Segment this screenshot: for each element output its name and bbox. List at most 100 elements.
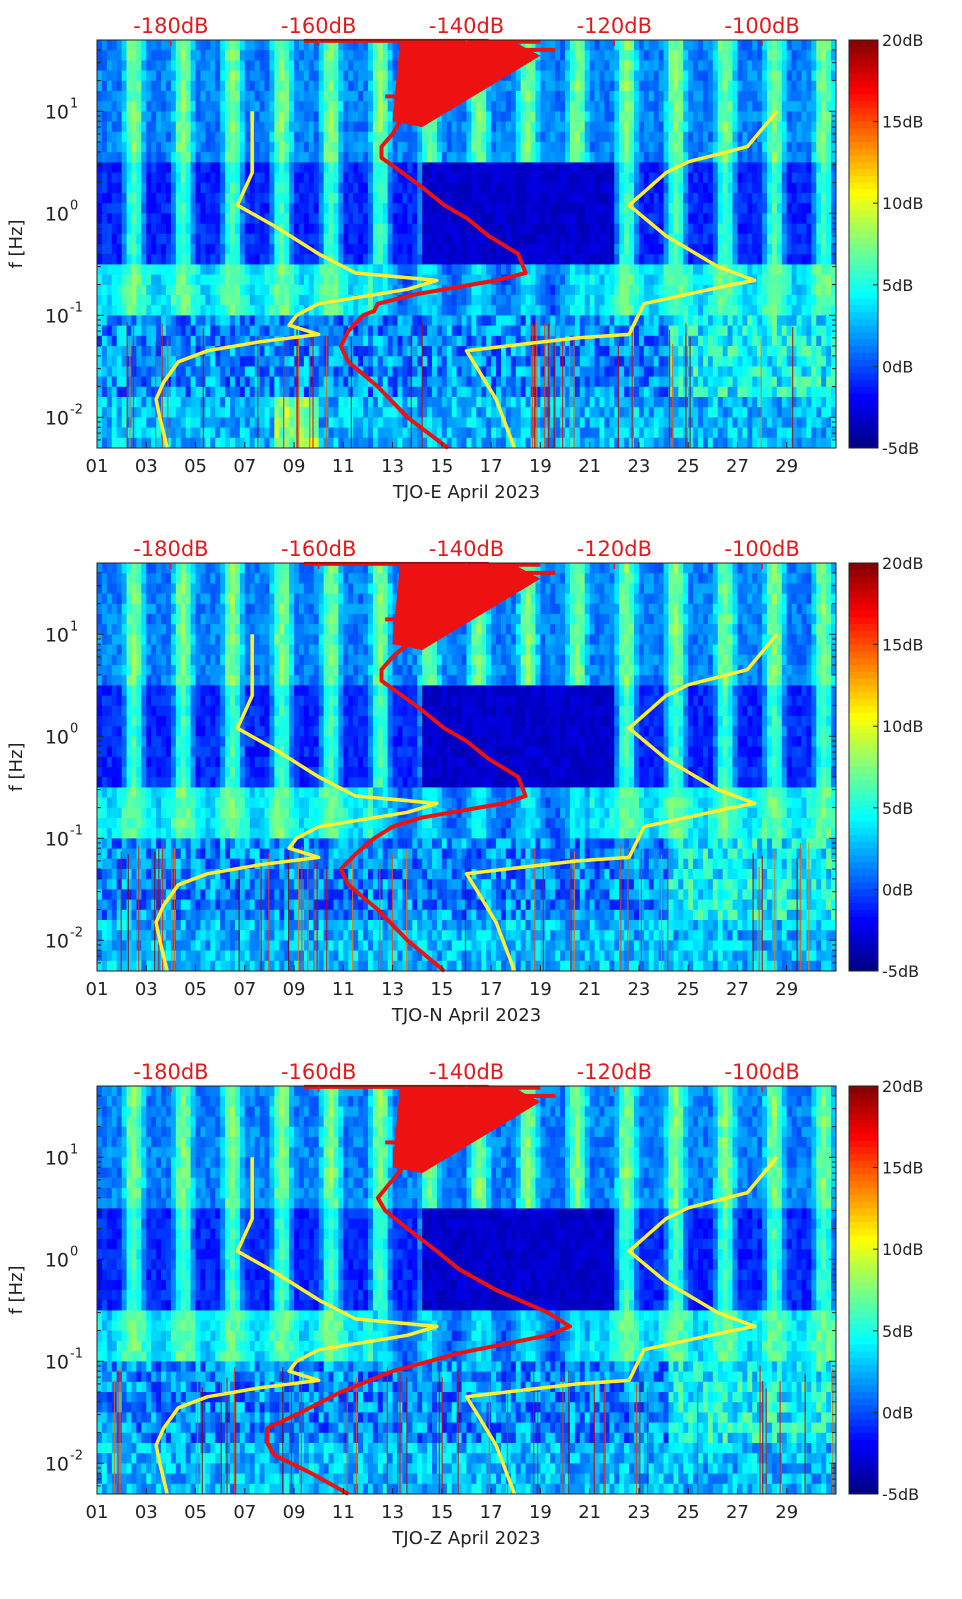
x-tick-label: 21 [578, 456, 601, 477]
x-tick-label: 09 [283, 979, 306, 1000]
x-tick-label: 05 [184, 1502, 207, 1523]
x-tick-label: 09 [283, 456, 306, 477]
x-tick-label: 19 [529, 456, 552, 477]
x-tick-label: 23 [627, 456, 650, 477]
colorbar-tick-label: 5dB [882, 799, 913, 818]
y-tick-label: 10 [45, 828, 69, 850]
colorbar-tick-label: 0dB [882, 1403, 913, 1422]
colorbar-frame [848, 39, 879, 449]
x-tick-label: 25 [677, 456, 700, 477]
x-tick-label: 23 [627, 1502, 650, 1523]
colorbar-tick-label: 10dB [882, 717, 924, 736]
x-tick-label: 05 [184, 979, 207, 1000]
top-db-tick-label: -160dB [281, 537, 356, 561]
y-tick-exponent: -2 [70, 925, 83, 940]
y-axis-label: f [Hz] [6, 1265, 27, 1314]
y-tick-label: 10 [45, 1453, 69, 1475]
y-tick-label: 10 [45, 407, 69, 429]
y-tick-label: 10 [45, 305, 69, 327]
colorbar-tick-label: 0dB [882, 880, 913, 899]
psd-percentile-curve [338, 38, 528, 450]
x-tick-label: 17 [480, 456, 503, 477]
spectrogram-image [97, 1086, 837, 1495]
colorbar-tick-label: 5dB [882, 1322, 913, 1341]
y-tick-exponent: -2 [70, 1448, 83, 1463]
colorbar-tick-label: 0dB [882, 357, 913, 376]
y-axis-label: f [Hz] [6, 742, 27, 791]
top-db-tick-label: -140dB [429, 537, 504, 561]
top-db-tick-label: -180dB [133, 14, 208, 38]
x-tick-label: 29 [775, 1502, 798, 1523]
y-tick-label: 10 [45, 1351, 69, 1373]
x-tick-label: 09 [283, 1502, 306, 1523]
colorbar: 20dB 15dB 10dB 5dB 0dB -5dB [848, 554, 924, 981]
high-noise-model-curve [464, 110, 779, 449]
x-tick-label: 19 [529, 1502, 552, 1523]
x-tick-label: 15 [430, 979, 453, 1000]
top-db-tick-label: -100dB [724, 1060, 799, 1084]
x-tick-label: 15 [430, 456, 453, 477]
x-tick-label: 03 [135, 979, 158, 1000]
y-tick-label: 10 [45, 1147, 69, 1169]
y-axis-label: f [Hz] [6, 219, 27, 268]
y-tick-label: 10 [45, 101, 69, 123]
psd-high-frequency-spikes [303, 38, 556, 128]
y-tick-exponent: -1 [70, 300, 83, 315]
colorbar-tick-label: -5dB [882, 1485, 919, 1504]
x-tick-label: 05 [184, 456, 207, 477]
x-tick-label: 27 [726, 979, 749, 1000]
colorbar-tick-label: 15dB [882, 113, 924, 132]
colorbar-tick-label: 10dB [882, 194, 924, 213]
x-tick-label: 17 [480, 1502, 503, 1523]
y-tick-label: 10 [45, 930, 69, 952]
colorbar-tick-label: -5dB [882, 439, 919, 458]
x-tick-label: 27 [726, 456, 749, 477]
x-tick-label: 29 [775, 979, 798, 1000]
colorbar-tick-label: 20dB [882, 554, 924, 573]
top-db-tick-label: -120dB [577, 537, 652, 561]
y-tick-exponent: 0 [70, 721, 78, 736]
x-tick-label: 01 [86, 979, 109, 1000]
top-db-tick-label: -180dB [133, 537, 208, 561]
y-tick-exponent: 0 [70, 1244, 78, 1259]
psd-spike-fill [392, 563, 541, 651]
y-tick-exponent: 1 [70, 619, 78, 634]
y-tick-exponent: -2 [70, 402, 83, 417]
high-noise-model-curve [464, 633, 779, 972]
y-tick-label: 10 [45, 1249, 69, 1271]
psd-spike-fill [392, 40, 541, 128]
colorbar-frame [848, 562, 879, 972]
top-db-tick-label: -100dB [724, 14, 799, 38]
x-tick-label: 01 [86, 456, 109, 477]
x-tick-label: 11 [332, 456, 355, 477]
x-tick-label: 21 [578, 1502, 601, 1523]
x-tick-label: 11 [332, 1502, 355, 1523]
y-tick-exponent: -1 [70, 823, 83, 838]
y-tick-exponent: -1 [70, 1346, 83, 1361]
top-db-tick-label: -140dB [429, 1060, 504, 1084]
x-tick-label: 21 [578, 979, 601, 1000]
psd-spike-fill [392, 1086, 541, 1174]
colorbar-tick-label: 15dB [882, 636, 924, 655]
y-tick-label: 10 [45, 726, 69, 748]
y-tick-exponent: 1 [70, 96, 78, 111]
psd-high-frequency-spikes [303, 561, 556, 651]
top-db-tick-label: -160dB [281, 1060, 356, 1084]
x-tick-label: 01 [86, 1502, 109, 1523]
top-db-tick-label: -140dB [429, 14, 504, 38]
low-noise-model-curve [154, 1157, 439, 1495]
x-tick-label: 07 [233, 456, 256, 477]
x-axis-label: TJO-N April 2023 [391, 1005, 541, 1026]
x-tick-label: 11 [332, 979, 355, 1000]
y-tick-label: 10 [45, 203, 69, 225]
x-tick-label: 07 [233, 979, 256, 1000]
psd-high-frequency-spikes [303, 1084, 556, 1174]
y-tick-label: 10 [45, 624, 69, 646]
x-axis-label: TJO-Z April 2023 [391, 1528, 540, 1549]
spectrogram-image [97, 563, 837, 972]
high-noise-model-curve [464, 1156, 779, 1495]
x-tick-label: 15 [430, 1502, 453, 1523]
